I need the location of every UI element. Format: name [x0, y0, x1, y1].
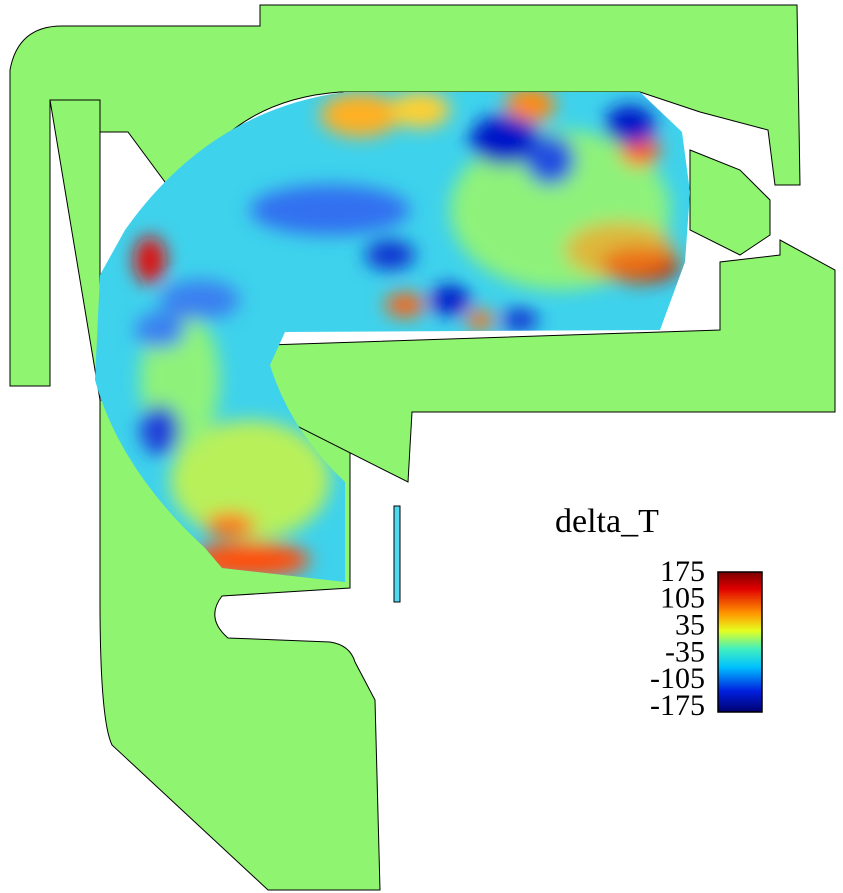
colorbar-tick-label: -175 [650, 689, 705, 722]
probe-slit [394, 506, 400, 602]
contour-plot: delta_T 17510535-35-105-175 [0, 0, 843, 893]
colorbar [718, 572, 762, 712]
page: delta_T 17510535-35-105-175 (() => { con… [0, 0, 843, 893]
legend-title: delta_T [555, 503, 659, 540]
domain-outlet [690, 150, 770, 255]
